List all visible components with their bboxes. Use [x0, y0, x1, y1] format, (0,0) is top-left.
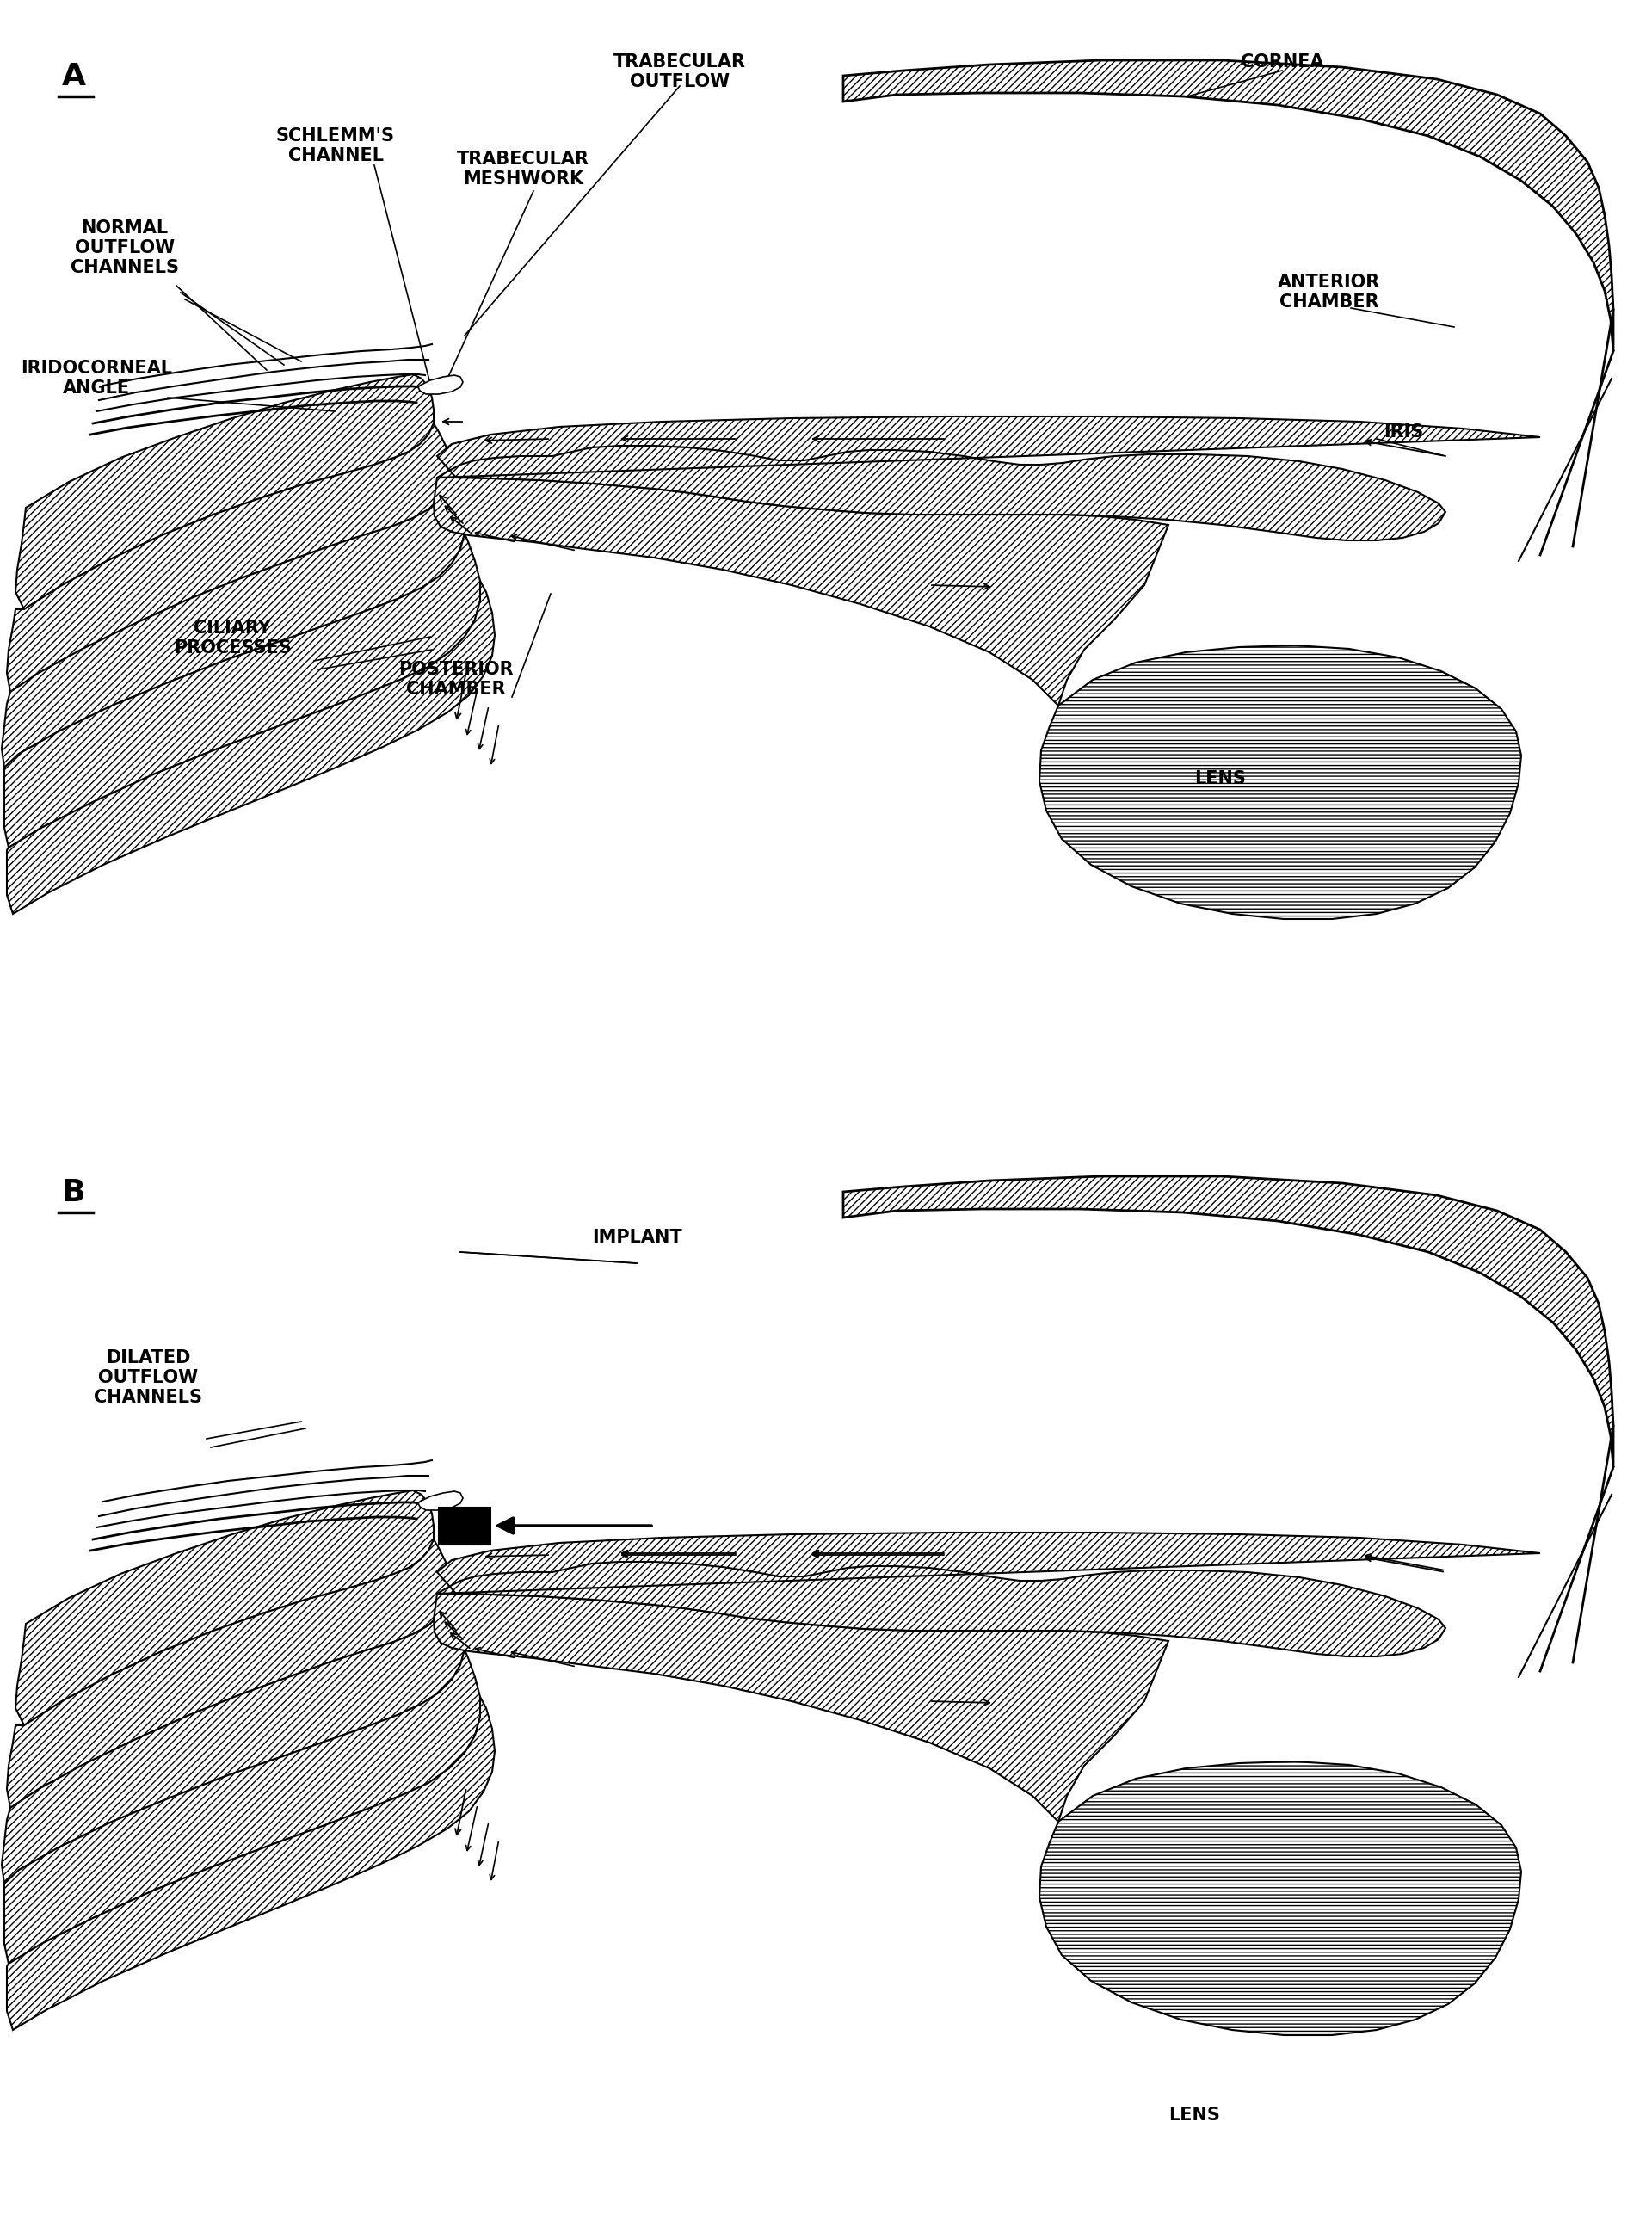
Polygon shape — [1039, 645, 1521, 920]
Text: SCHLEMM'S
CHANNEL: SCHLEMM'S CHANNEL — [276, 127, 395, 165]
Text: IMPLANT: IMPLANT — [591, 1228, 682, 1246]
Text: POSTERIOR
CHAMBER: POSTERIOR CHAMBER — [398, 661, 514, 699]
Text: LENS: LENS — [1168, 2106, 1221, 2124]
Text: CILIARY
PROCESSES: CILIARY PROCESSES — [173, 619, 291, 657]
Polygon shape — [418, 375, 463, 393]
Polygon shape — [843, 60, 1614, 351]
Polygon shape — [2, 476, 464, 768]
Text: LENS: LENS — [1194, 770, 1246, 788]
Text: NORMAL
OUTFLOW
CHANNELS: NORMAL OUTFLOW CHANNELS — [71, 219, 178, 277]
Polygon shape — [843, 1177, 1614, 1467]
Text: IRIS: IRIS — [1384, 424, 1424, 440]
Polygon shape — [433, 1594, 1168, 1822]
Polygon shape — [438, 418, 1540, 540]
Polygon shape — [15, 375, 433, 610]
Text: DILATED
OUTFLOW
CHANNELS: DILATED OUTFLOW CHANNELS — [94, 1349, 202, 1407]
Text: B: B — [63, 1179, 86, 1208]
Polygon shape — [439, 1507, 491, 1545]
Polygon shape — [5, 1650, 481, 1963]
Polygon shape — [7, 1539, 449, 1809]
Polygon shape — [5, 534, 481, 849]
Text: TRABECULAR
OUTFLOW: TRABECULAR OUTFLOW — [613, 54, 747, 92]
Text: IRIDOCORNEAL
ANGLE: IRIDOCORNEAL ANGLE — [20, 360, 172, 397]
Polygon shape — [7, 1697, 494, 2030]
Polygon shape — [433, 478, 1168, 706]
Text: CORNEA: CORNEA — [1241, 54, 1323, 71]
Polygon shape — [1039, 1762, 1521, 2034]
Polygon shape — [15, 1489, 433, 1726]
Text: A: A — [63, 63, 86, 92]
Polygon shape — [7, 581, 494, 913]
Polygon shape — [2, 1592, 464, 1885]
Polygon shape — [438, 1532, 1540, 1657]
Text: ANTERIOR
CHAMBER: ANTERIOR CHAMBER — [1279, 275, 1381, 310]
Polygon shape — [7, 424, 449, 692]
Polygon shape — [418, 1492, 463, 1510]
Text: TRABECULAR
MESHWORK: TRABECULAR MESHWORK — [458, 150, 590, 188]
